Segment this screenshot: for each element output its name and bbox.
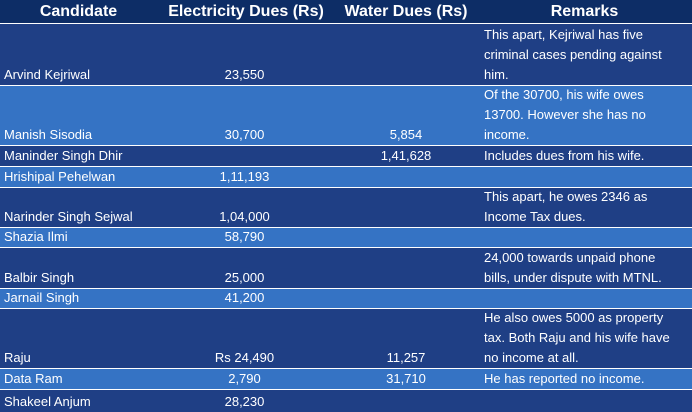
electricity-dues: 23,550 <box>224 67 265 82</box>
electricity-dues: 25,000 <box>224 270 265 285</box>
water-dues: 1,41,628 <box>380 148 432 163</box>
candidate-name: Data Ram <box>4 371 63 386</box>
water-dues <box>335 167 477 187</box>
remarks: This apart, Kejriwal has five criminal c… <box>484 27 662 82</box>
candidate-name: Narinder Singh Sejwal <box>4 209 133 224</box>
water-dues <box>335 248 477 288</box>
candidate-name: Arvind Kejriwal <box>4 67 90 82</box>
water-dues <box>335 228 477 247</box>
water-dues: 31,710 <box>386 371 426 386</box>
water-dues: 11,257 <box>386 350 426 365</box>
candidate-name: Maninder Singh Dhir <box>4 148 123 163</box>
electricity-dues: 1,11,193 <box>219 169 270 184</box>
table-row: Balbir Singh 25,000 24,000 towards unpai… <box>0 248 692 289</box>
electricity-dues: 41,200 <box>224 290 265 305</box>
candidate-name: Balbir Singh <box>4 270 75 285</box>
table-row: Raju Rs 24,490 11,257 He also owes 5000 … <box>0 309 692 369</box>
water-dues <box>335 24 477 85</box>
remarks: Includes dues from his wife. <box>484 148 645 163</box>
remarks: This apart, he owes 2346 as Income Tax d… <box>484 189 648 224</box>
remarks: 24,000 towards unpaid phone bills, under… <box>484 250 662 285</box>
electricity-dues: 30,700 <box>224 127 265 142</box>
remarks: Of the 30700, his wife owes 13700. Howev… <box>484 87 646 142</box>
table-row: Maninder Singh Dhir 1,41,628 Includes du… <box>0 146 692 167</box>
electricity-dues: 28,230 <box>224 394 265 409</box>
table-row: Data Ram 2,790 31,710 He has reported no… <box>0 369 692 390</box>
table-row: Arvind Kejriwal 23,550 This apart, Kejri… <box>0 24 692 86</box>
candidate-name: Raju <box>4 350 31 365</box>
candidate-name: Hrishipal Pehelwan <box>4 169 116 184</box>
remarks: He has reported no income. <box>484 371 645 386</box>
table-row: Hrishipal Pehelwan 1,11,193 <box>0 167 692 188</box>
candidate-name: Manish Sisodia <box>4 127 93 142</box>
electricity-dues: 58,790 <box>224 229 265 244</box>
candidate-name: Shazia Ilmi <box>4 229 68 244</box>
header-candidate: Candidate <box>39 3 118 20</box>
water-dues: 5,854 <box>389 127 423 142</box>
candidate-name: Shakeel Anjum <box>4 394 91 409</box>
electricity-dues <box>157 146 332 166</box>
table-row: Shakeel Anjum 28,230 <box>0 390 692 412</box>
remarks <box>484 390 689 412</box>
candidate-name: Jarnail Singh <box>4 290 80 305</box>
remarks <box>484 228 689 247</box>
table-row: Shazia Ilmi 58,790 <box>0 228 692 248</box>
table-row: Manish Sisodia 30,700 5,854 Of the 30700… <box>0 86 692 146</box>
table-row: Narinder Singh Sejwal 1,04,000 This apar… <box>0 188 692 228</box>
table-header: Candidate Electricity Dues (Rs) Water Du… <box>0 0 692 24</box>
header-remarks: Remarks <box>550 3 619 20</box>
remarks <box>484 289 689 308</box>
water-dues <box>335 390 477 412</box>
remarks: He also owes 5000 as property tax. Both … <box>484 310 670 365</box>
water-dues <box>335 188 477 227</box>
water-dues <box>335 289 477 308</box>
remarks <box>484 167 689 187</box>
electricity-dues: 2,790 <box>228 371 261 386</box>
electricity-dues: 1,04,000 <box>219 209 270 224</box>
table-row: Jarnail Singh 41,200 <box>0 289 692 309</box>
electricity-dues: Rs 24,490 <box>214 350 275 365</box>
header-water-dues: Water Dues (Rs) <box>344 3 468 20</box>
header-electricity-dues: Electricity Dues (Rs) <box>168 3 324 20</box>
